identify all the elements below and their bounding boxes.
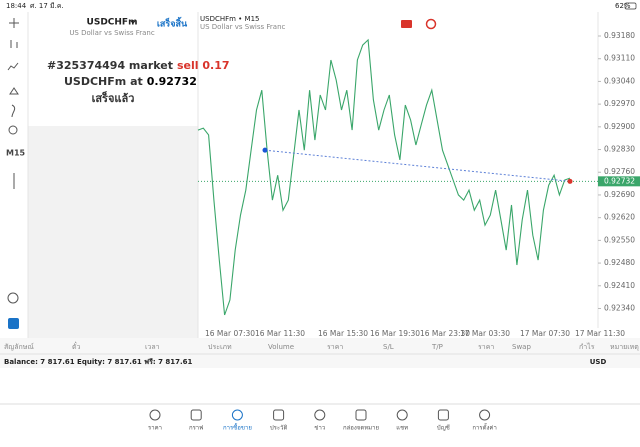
y-tick-label: 0.92760 (604, 167, 635, 176)
chevron (130, 20, 136, 24)
order-status: เสร็จแล้ว (92, 91, 135, 105)
y-tick-label: 0.93110 (604, 54, 635, 63)
battery: 62% (615, 2, 631, 10)
column-header: S/L (383, 343, 394, 351)
x-tick-label: 17 Mar 07:30 (520, 329, 570, 338)
column-header: Swap (512, 343, 531, 351)
order-price-line: USDCHFm at 0.92732 (64, 75, 197, 88)
y-tick-label: 0.92410 (604, 281, 635, 290)
x-tick-label: 16 Mar 11:30 (255, 329, 305, 338)
tab-label[interactable]: ราคา (148, 425, 162, 432)
y-tick-label: 0.92620 (604, 213, 635, 222)
order-prefix: #325374494 market (47, 59, 173, 72)
y-tick-label: 0.92900 (604, 122, 635, 131)
entry-marker (262, 147, 268, 153)
tab-icon[interactable] (396, 409, 408, 421)
tab-icon[interactable] (231, 409, 243, 421)
column-header: ตั๋ว (72, 342, 81, 351)
tab-icon[interactable] (355, 409, 367, 421)
trade-line (264, 149, 571, 182)
y-tick-label: 0.92550 (604, 235, 635, 244)
status-date: ศ. 17 มี.ค. (30, 2, 64, 10)
chart-subtitle: US Dollar vs Swiss Franc (200, 23, 286, 31)
column-header: สัญลักษณ์ (4, 343, 34, 351)
column-header: ประเภท (208, 343, 232, 351)
battery-icon (624, 2, 637, 10)
tab-label[interactable]: แชท (396, 425, 408, 432)
x-tick-label: 16 Mar 07:30 (205, 329, 255, 338)
order-line: #325374494 market sell 0.17 (47, 59, 230, 72)
status-time: 18:44 (6, 2, 27, 10)
chart-title: USDCHFm • M15 (200, 15, 259, 23)
price-badge (598, 176, 640, 187)
symbol-description: US Dollar vs Swiss Franc (69, 29, 155, 37)
exit-marker (567, 178, 573, 184)
y-tick-label: 0.93040 (604, 76, 635, 85)
column-header: T/P (431, 343, 443, 351)
chart-tool[interactable] (425, 18, 437, 30)
x-tick-label: 17 Mar 03:30 (460, 329, 510, 338)
tab-label[interactable]: ประวัติ (270, 425, 288, 432)
tab-icon[interactable] (190, 409, 202, 421)
y-tick-label: 0.92480 (604, 258, 635, 267)
chart-tool[interactable] (401, 20, 412, 28)
column-header: ราคา (478, 343, 494, 351)
column-header: เวลา (145, 343, 160, 351)
column-header: ราคา (327, 343, 343, 351)
column-header: กำไร (579, 342, 595, 351)
price-badge-label: 0.92732 (604, 176, 635, 185)
price-line (197, 38, 571, 316)
toolbar-icons (7, 18, 19, 304)
tab-label[interactable]: กล่องจดหมาย (343, 425, 379, 432)
panel-gap (28, 126, 198, 338)
tab-label[interactable]: การตั้งค่า (472, 422, 496, 432)
app-icon[interactable] (8, 318, 19, 329)
tab-label[interactable]: ข่าว (314, 425, 325, 432)
order-price: 0.92732 (147, 75, 197, 88)
tab-icon[interactable] (149, 409, 161, 421)
x-tick-label: 16 Mar 23:30 (420, 329, 470, 338)
y-tick-label: 0.92690 (604, 190, 635, 199)
tab-label[interactable]: กราฟ (189, 425, 203, 432)
y-tick-label: 0.93180 (604, 31, 635, 40)
tab-label[interactable]: บัญชี (437, 424, 450, 432)
tab-icon[interactable] (273, 409, 285, 421)
tab-icon[interactable] (437, 409, 449, 421)
y-tick-label: 0.92970 (604, 99, 635, 108)
currency: USD (590, 358, 607, 366)
timeframe[interactable]: M15 (6, 149, 26, 158)
table-area (0, 338, 640, 368)
column-header: Volume (268, 343, 294, 351)
at-text: USDCHFm at (64, 75, 143, 88)
column-header: หมายเหตุ (610, 343, 639, 351)
tab-label[interactable]: การซื้อขาย (223, 422, 252, 432)
x-tick-label: 16 Mar 15:30 (318, 329, 368, 338)
x-tick-label: 16 Mar 19:30 (370, 329, 420, 338)
tab-icon[interactable] (479, 409, 491, 421)
y-tick-label: 0.92340 (604, 303, 635, 312)
done-button[interactable]: เสร็จสิ้น (157, 17, 188, 30)
balance: Balance: 7 817.61 Equity: 7 817.61 ฟรี: … (4, 358, 193, 366)
tab-icon[interactable] (314, 409, 326, 421)
y-tick-label: 0.92830 (604, 145, 635, 154)
symbol[interactable]: USDCHFm (87, 18, 138, 28)
order-panel (28, 12, 198, 126)
x-tick-label: 17 Mar 11:30 (575, 329, 625, 338)
order-side: sell 0.17 (177, 59, 230, 72)
